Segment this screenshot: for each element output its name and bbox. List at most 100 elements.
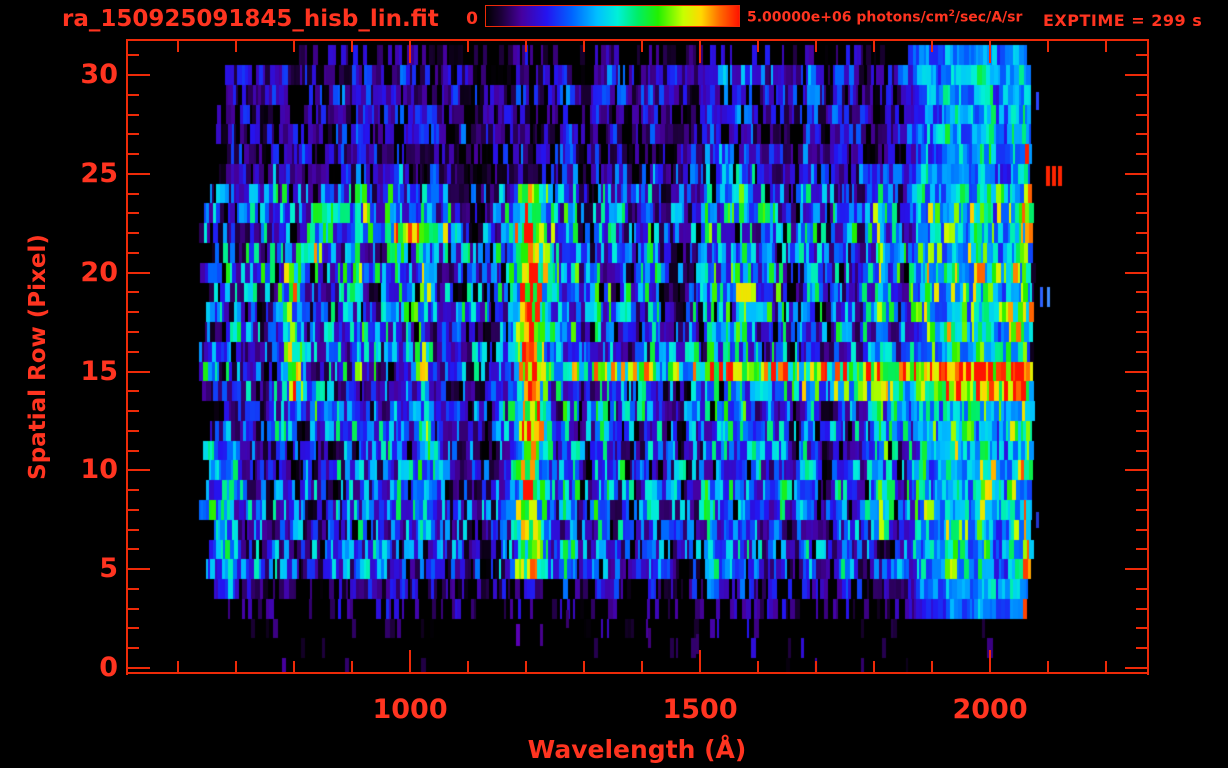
tick-mark (989, 41, 991, 63)
tick-mark (293, 41, 295, 52)
y-tick-label: 5 (99, 553, 118, 585)
tick-mark (128, 489, 139, 491)
tick-mark (467, 41, 469, 52)
tick-mark (1136, 232, 1147, 234)
tick-mark (641, 661, 643, 672)
tick-mark (989, 650, 991, 672)
tick-mark (351, 661, 353, 672)
tick-mark (1136, 133, 1147, 135)
y-tick-label: 20 (80, 256, 118, 288)
tick-mark (128, 371, 150, 373)
tick-mark (1136, 351, 1147, 353)
tick-mark (1125, 173, 1147, 175)
tick-mark (409, 41, 411, 63)
tick-mark (1125, 371, 1147, 373)
tick-mark (128, 548, 139, 550)
tick-mark (1136, 193, 1147, 195)
x-axis-title: Wavelength (Å) (527, 735, 747, 764)
tick-mark (128, 469, 150, 471)
tick-mark (128, 212, 139, 214)
tick-mark (1125, 74, 1147, 76)
tick-mark (757, 41, 759, 52)
tick-mark (1136, 252, 1147, 254)
tick-mark (128, 94, 139, 96)
y-tick-label: 25 (80, 157, 118, 189)
y-tick-label: 0 (99, 652, 118, 683)
tick-mark (128, 667, 150, 669)
tick-mark (1136, 291, 1147, 293)
y-axis-title: Spatial Row (Pixel) (25, 234, 51, 480)
tick-mark (525, 661, 527, 672)
tick-mark (1136, 509, 1147, 511)
axis-top (126, 39, 1149, 41)
tick-mark (525, 41, 527, 52)
tick-mark (1125, 568, 1147, 570)
tick-mark (1125, 469, 1147, 471)
tick-mark (128, 588, 139, 590)
tick-mark (128, 351, 139, 353)
tick-mark (128, 193, 139, 195)
y-tick-label: 30 (80, 59, 118, 91)
tick-mark (1136, 529, 1147, 531)
tick-mark (583, 661, 585, 672)
tick-mark (177, 661, 179, 672)
tick-mark (1136, 390, 1147, 392)
tick-mark (128, 410, 139, 412)
tick-mark (177, 41, 179, 52)
tick-mark (1125, 667, 1147, 669)
tick-mark (128, 252, 139, 254)
tick-mark (1136, 647, 1147, 649)
axis-bottom (126, 672, 1149, 674)
tick-mark (235, 41, 237, 52)
tick-mark (1136, 153, 1147, 155)
tick-mark (128, 509, 139, 511)
tick-mark (128, 153, 139, 155)
tick-mark (1136, 588, 1147, 590)
tick-mark (128, 291, 139, 293)
tick-mark (815, 41, 817, 52)
tick-mark (1047, 661, 1049, 672)
tick-mark (1136, 608, 1147, 610)
tick-mark (128, 568, 150, 570)
tick-mark (128, 390, 139, 392)
tick-mark (128, 173, 150, 175)
tick-mark (1136, 430, 1147, 432)
tick-mark (128, 311, 139, 313)
y-tick-label: 10 (80, 454, 118, 486)
tick-mark (699, 650, 701, 672)
tick-mark (815, 661, 817, 672)
tick-mark (1136, 627, 1147, 629)
tick-mark (1136, 450, 1147, 452)
colorbar-max-superscript: 2 (948, 9, 955, 19)
tick-mark (351, 41, 353, 52)
tick-mark (699, 41, 701, 63)
colorbar-max-value: 5.00000e+06 photons/cm (747, 9, 949, 26)
tick-mark (128, 331, 139, 333)
axis-right (1147, 39, 1149, 675)
tick-mark (873, 41, 875, 52)
tick-mark (128, 232, 139, 234)
tick-mark (409, 650, 411, 672)
tick-mark (128, 450, 139, 452)
tick-mark (128, 608, 139, 610)
tick-mark (128, 647, 139, 649)
tick-mark (873, 661, 875, 672)
tick-mark (128, 627, 139, 629)
tick-mark (1047, 41, 1049, 52)
tick-mark (1105, 661, 1107, 672)
tick-mark (1136, 410, 1147, 412)
tick-mark (235, 661, 237, 672)
colorbar-min-label: 0 (466, 9, 478, 29)
tick-mark (1136, 114, 1147, 116)
x-tick-label: 2000 (952, 694, 1028, 725)
tick-mark (1136, 548, 1147, 550)
colorbar (485, 5, 740, 27)
image-title: ra_150925091845_hisb_lin.fit (62, 6, 439, 32)
tick-mark (1105, 41, 1107, 52)
tick-mark (1136, 331, 1147, 333)
heatmap-canvas (128, 41, 1146, 672)
y-tick-label: 15 (80, 355, 118, 387)
exptime-label: EXPTIME = 299 s (1043, 11, 1203, 30)
tick-mark (1125, 272, 1147, 274)
